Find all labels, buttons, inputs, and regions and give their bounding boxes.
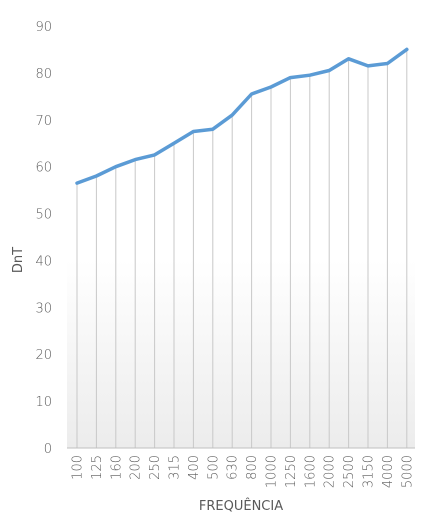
x-tick-label: 160 <box>109 455 124 480</box>
x-tick-label: 2000 <box>323 455 338 488</box>
plot-area-background <box>67 260 415 448</box>
x-tick-label: 315 <box>168 455 183 480</box>
x-tick-label: 100 <box>71 455 86 480</box>
x-tick-label: 1000 <box>265 455 280 488</box>
y-tick-label: 40 <box>35 254 52 269</box>
x-tick-label: 4000 <box>381 455 396 488</box>
x-tick-label: 400 <box>187 455 202 480</box>
x-tick-labels: 100 125 160 200 250 315 400 500 630 800 1000 1250 16… <box>71 455 416 488</box>
y-tick-label: 90 <box>35 20 52 35</box>
drop-lines <box>76 49 408 448</box>
y-tick-label: 60 <box>35 161 52 176</box>
x-tick-label: 1250 <box>284 455 299 488</box>
x-tick-label: 3150 <box>362 455 377 488</box>
x-tick-label: 125 <box>90 455 105 480</box>
x-tick-label: 500 <box>206 455 221 480</box>
x-axis-title: FREQUÊNCIA <box>199 498 283 514</box>
y-tick-label: 0 <box>44 442 52 457</box>
x-tick-label: 630 <box>226 455 241 480</box>
y-tick-labels: 0 10 20 30 40 50 60 70 80 90 <box>35 20 52 457</box>
y-tick-label: 20 <box>35 348 52 363</box>
y-tick-label: 80 <box>35 67 52 82</box>
x-tick-label: 2500 <box>342 455 357 488</box>
x-tick-label: 250 <box>148 455 163 480</box>
x-tick-label: 200 <box>129 455 144 480</box>
x-tick-label: 5000 <box>400 455 415 488</box>
series-line <box>75 47 409 185</box>
y-tick-label: 50 <box>35 208 52 223</box>
x-tick-label: 1600 <box>303 455 318 488</box>
y-tick-label: 70 <box>35 114 52 129</box>
x-tick-label: 800 <box>245 455 260 480</box>
y-tick-label: 10 <box>35 395 52 410</box>
y-tick-label: 30 <box>35 301 52 316</box>
y-axis-title: DnT <box>11 247 26 273</box>
